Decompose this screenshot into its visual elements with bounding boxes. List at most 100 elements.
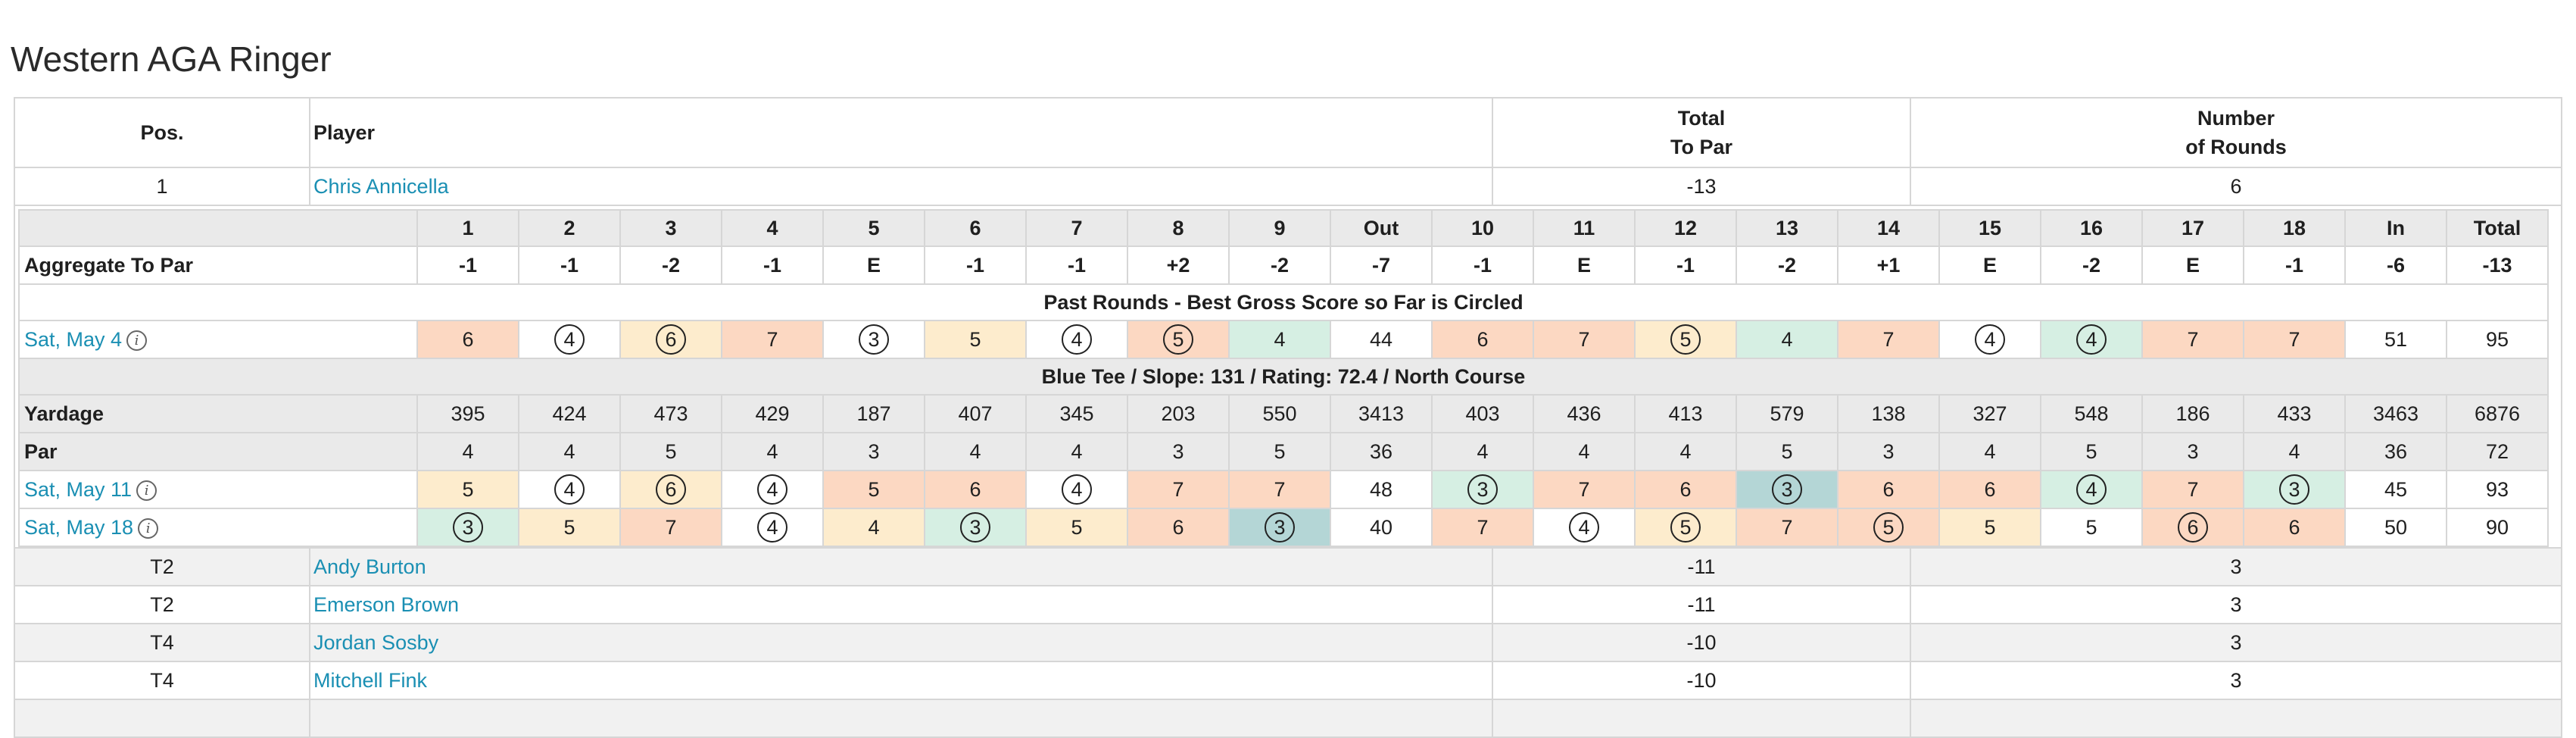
- aggregate-value: -1: [416, 245, 519, 285]
- hole-header: 10: [1431, 209, 1534, 247]
- hole-header: 14: [1837, 209, 1940, 247]
- best-score-circle: 6: [2178, 512, 2208, 543]
- round-score: 6: [416, 320, 519, 359]
- round-score: 3: [822, 320, 925, 359]
- round-score: 4: [518, 470, 621, 509]
- hole-header: 17: [2141, 209, 2244, 247]
- hole-header: 11: [1533, 209, 1636, 247]
- hole-header: 3: [619, 209, 722, 247]
- round-date-link[interactable]: Sat, May 18: [24, 515, 134, 539]
- yardage-value: 424: [518, 394, 621, 433]
- par-value: 4: [518, 432, 621, 471]
- round-score: 6: [1634, 470, 1737, 509]
- player-link[interactable]: Jordan Sosby: [313, 630, 439, 654]
- round-score: 6: [2141, 508, 2244, 546]
- info-circle-icon[interactable]: i: [138, 518, 159, 539]
- round-score: 7: [2141, 320, 2244, 359]
- round-score: 7: [1736, 508, 1838, 546]
- player-to-par: -10: [1492, 661, 1911, 700]
- table-row: [14, 699, 2562, 738]
- best-score-circle: 5: [1873, 512, 1904, 543]
- par-value: 5: [1228, 432, 1331, 471]
- round-score: 93: [2446, 470, 2549, 509]
- past-rounds-banner: Past Rounds - Best Gross Score so Far is…: [18, 283, 2549, 321]
- player-pos: 1: [14, 167, 310, 206]
- round-score: 4: [822, 508, 925, 546]
- round-score: 7: [2141, 470, 2244, 509]
- player-pos: T2: [14, 547, 310, 586]
- round-date-link[interactable]: Sat, May 11: [24, 477, 133, 501]
- best-score-circle: 5: [1163, 324, 1193, 355]
- round-score: 44: [1330, 320, 1433, 359]
- best-score-circle: 5: [1670, 324, 1701, 355]
- player-link[interactable]: Chris Annicella: [313, 174, 449, 198]
- yardage-value: 413: [1634, 394, 1737, 433]
- round-score: 5: [1634, 508, 1737, 546]
- hole-header: 2: [518, 209, 621, 247]
- best-score-circle: 5: [1670, 512, 1701, 543]
- best-score-circle: 3: [1772, 474, 1802, 505]
- yardage-value: 407: [924, 394, 1027, 433]
- round-score: 3: [2243, 470, 2346, 509]
- player-to-par: -13: [1492, 167, 1911, 206]
- aggregate-value: +1: [1837, 245, 1940, 285]
- aggregate-value: -7: [1330, 245, 1433, 285]
- aggregate-value: -1: [1431, 245, 1534, 285]
- scorecard-corner: [18, 209, 418, 247]
- aggregate-value: -2: [1736, 245, 1838, 285]
- yardage-value: 345: [1025, 394, 1128, 433]
- round-score: 7: [1431, 508, 1534, 546]
- yardage-value: 6876: [2446, 394, 2549, 433]
- round-score: 51: [2344, 320, 2447, 359]
- par-value: 36: [1330, 432, 1433, 471]
- yardage-value: 548: [2040, 394, 2143, 433]
- table-row[interactable]: T4 Jordan Sosby -10 3: [14, 623, 2562, 662]
- yardage-value: 203: [1127, 394, 1230, 433]
- round-score: 7: [1533, 470, 1636, 509]
- hole-header: Total: [2446, 209, 2549, 247]
- aggregate-value: -1: [2243, 245, 2346, 285]
- course-info-banner-row: Blue Tee / Slope: 131 / Rating: 72.4 / N…: [18, 358, 2549, 396]
- table-row[interactable]: T4 Mitchell Fink -10 3: [14, 661, 2562, 700]
- aggregate-value: E: [822, 245, 925, 285]
- round-score: 4: [1736, 320, 1838, 359]
- round-row: Sat, May 18 i 3 5 7 4 4 3 5 6 3 40 7 4 5 7 5 5 5 6 6 50 90: [18, 508, 2549, 546]
- table-row[interactable]: T2 Emerson Brown -11 3: [14, 585, 2562, 624]
- info-circle-icon[interactable]: i: [126, 330, 148, 351]
- player-rounds: 3: [1910, 661, 2562, 700]
- round-score: 4: [2040, 320, 2143, 359]
- table-row[interactable]: 1 Chris Annicella -13 6: [14, 167, 2562, 206]
- info-circle-icon[interactable]: i: [136, 480, 157, 501]
- best-score-circle: 3: [960, 512, 990, 543]
- par-value: 3: [1127, 432, 1230, 471]
- best-score-circle: 4: [554, 324, 585, 355]
- yardage-value: 436: [1533, 394, 1636, 433]
- hole-header: 4: [721, 209, 824, 247]
- round-score: 4: [1938, 320, 2041, 359]
- best-score-circle: 4: [1062, 474, 1092, 505]
- round-score: 6: [1837, 470, 1940, 509]
- hole-header: 18: [2243, 209, 2346, 247]
- player-link[interactable]: Emerson Brown: [313, 593, 460, 616]
- player-link[interactable]: Andy Burton: [313, 555, 426, 578]
- past-round-row: Sat, May 4 i 6 4 6 7 3 5 4 5 4 44 6 7 5 4 7 4 4 7 7 51 95: [18, 320, 2549, 359]
- aggregate-value: -1: [721, 245, 824, 285]
- yardage-value: 473: [619, 394, 722, 433]
- player-pos: T2: [14, 585, 310, 624]
- round-score: 6: [619, 320, 722, 359]
- total-to-par-header: Total To Par: [1492, 97, 1911, 168]
- par-value: 3: [1837, 432, 1940, 471]
- round-score: 7: [2243, 320, 2346, 359]
- round-score: 48: [1330, 470, 1433, 509]
- best-score-circle: 4: [1062, 324, 1092, 355]
- round-score: 4: [2040, 470, 2143, 509]
- player-link[interactable]: Mitchell Fink: [313, 668, 428, 692]
- round-score: 3: [1228, 508, 1331, 546]
- par-value: 4: [1533, 432, 1636, 471]
- round-date-link[interactable]: Sat, May 4: [24, 327, 123, 351]
- aggregate-value: -1: [1634, 245, 1737, 285]
- par-value: 4: [721, 432, 824, 471]
- aggregate-value: -13: [2446, 245, 2549, 285]
- table-row[interactable]: T2 Andy Burton -11 3: [14, 547, 2562, 586]
- yardage-value: 433: [2243, 394, 2346, 433]
